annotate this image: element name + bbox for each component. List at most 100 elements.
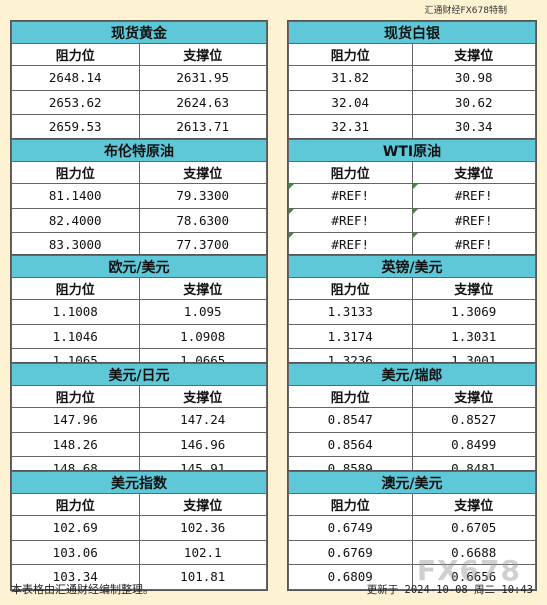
support-value: 0.8499 [411, 431, 536, 457]
support-value: 101.81 [138, 564, 267, 590]
levels-table: 现货白银 阻力位 支撑位 31.82 30.98 32.04 30.62 32.31 30.34 [288, 21, 536, 140]
resistance-value: 32.04 [288, 89, 413, 115]
table-row: 83.3000 77.3700 [11, 232, 267, 258]
brand-label: 汇通财经FX678特制 [424, 6, 507, 16]
table-row: 82.4000 78.6300 [11, 207, 267, 233]
table-row: 0.6809 0.6656 [288, 564, 536, 590]
resistance-value: 31.82 [288, 65, 413, 91]
table-row: 1.3133 1.3069 [288, 299, 536, 325]
resistance-header: 阻力位 [288, 161, 413, 184]
resistance-value: 103.06 [11, 539, 140, 565]
support-value: 0.6705 [411, 515, 536, 541]
levels-table: 美元/日元 阻力位 支撑位 147.96 147.24 148.26 146.96 148.6… [11, 363, 267, 482]
support-value: #REF! [411, 232, 536, 258]
panel-10: 澳元/美元 阻力位 支撑位 0.6749 0.6705 0.6769 0.6688 0.680… [287, 470, 537, 591]
resistance-value: 83.3000 [11, 232, 140, 258]
support-header: 支撑位 [411, 43, 536, 66]
resistance-value: 0.6749 [288, 515, 413, 541]
table-row: 103.06 102.1 [11, 539, 267, 565]
support-value: 147.24 [138, 407, 267, 433]
levels-table: 布伦特原油 阻力位 支撑位 81.1400 79.3300 82.4000 78.6300 8… [11, 139, 267, 258]
support-header: 支撑位 [138, 385, 267, 408]
levels-table: 美元指数 阻力位 支撑位 102.69 102.36 103.06 102.1 103.34 1… [11, 471, 267, 590]
panel-title: 现货黄金 [11, 21, 267, 44]
resistance-value: 147.96 [11, 407, 140, 433]
resistance-value: 103.34 [11, 564, 140, 590]
watermark: FX678 [416, 554, 521, 587]
support-value: 0.6656 [411, 564, 536, 590]
support-header: 支撑位 [411, 385, 536, 408]
resistance-header: 阻力位 [11, 43, 140, 66]
panel-8: 美元/瑞郎 阻力位 支撑位 0.8547 0.8527 0.8564 0.8499 0.858… [287, 362, 537, 483]
support-value: 2613.71 [138, 114, 267, 140]
levels-table: WTI原油 阻力位 支撑位 #REF! #REF! #REF! #REF! #REF! #REF… [288, 139, 536, 258]
panel-4: WTI原油 阻力位 支撑位 #REF! #REF! #REF! #REF! #REF! #REF… [287, 138, 537, 259]
panel-title: 澳元/美元 [288, 471, 536, 494]
table-row: 31.82 30.98 [288, 65, 536, 91]
resistance-header: 阻力位 [11, 493, 140, 516]
panel-title: 布伦特原油 [11, 139, 267, 162]
table-row: #REF! #REF! [288, 183, 536, 209]
panel-title: 美元指数 [11, 471, 267, 494]
support-value: #REF! [411, 183, 536, 209]
levels-table: 欧元/美元 阻力位 支撑位 1.1008 1.095 1.1046 1.0908 1.1065… [11, 255, 267, 374]
support-value: 2631.95 [138, 65, 267, 91]
support-value: 1.0908 [138, 323, 267, 349]
resistance-value: 0.8564 [288, 431, 413, 457]
support-value: 1.3031 [411, 323, 536, 349]
resistance-value: 2648.14 [11, 65, 140, 91]
table-row: 1.1008 1.095 [11, 299, 267, 325]
table-row: 102.69 102.36 [11, 515, 267, 541]
resistance-value: 1.3174 [288, 323, 413, 349]
support-header: 支撑位 [138, 493, 267, 516]
panel-6: 英镑/美元 阻力位 支撑位 1.3133 1.3069 1.3174 1.3031 1.323… [287, 254, 537, 375]
resistance-value: 82.4000 [11, 207, 140, 233]
table-row: 1.1046 1.0908 [11, 323, 267, 349]
support-header: 支撑位 [138, 161, 267, 184]
support-value: 1.3069 [411, 299, 536, 325]
resistance-header: 阻力位 [288, 277, 413, 300]
panel-title: 现货白银 [288, 21, 536, 44]
levels-table: 美元/瑞郎 阻力位 支撑位 0.8547 0.8527 0.8564 0.8499 0.858… [288, 363, 536, 482]
table-row: 0.8547 0.8527 [288, 407, 536, 433]
panel-title: 英镑/美元 [288, 255, 536, 278]
resistance-value: 1.1046 [11, 323, 140, 349]
panel-1: 现货黄金 阻力位 支撑位 2648.14 2631.95 2653.62 2624.63 26… [10, 20, 268, 141]
support-header: 支撑位 [411, 493, 536, 516]
support-value: 102.36 [138, 515, 267, 541]
resistance-value: 0.6809 [288, 564, 413, 590]
panel-title: 美元/瑞郎 [288, 363, 536, 386]
panel-3: 布伦特原油 阻力位 支撑位 81.1400 79.3300 82.4000 78.6300 8… [10, 138, 268, 259]
resistance-value: 2659.53 [11, 114, 140, 140]
resistance-value: 102.69 [11, 515, 140, 541]
panel-9: 美元指数 阻力位 支撑位 102.69 102.36 103.06 102.1 103.34 1… [10, 470, 268, 591]
resistance-value: 0.6769 [288, 539, 413, 565]
table-row: 32.04 30.62 [288, 89, 536, 115]
support-value: 30.34 [411, 114, 536, 140]
support-value: #REF! [411, 207, 536, 233]
resistance-header: 阻力位 [11, 277, 140, 300]
support-value: 30.98 [411, 65, 536, 91]
levels-table: 澳元/美元 阻力位 支撑位 0.6749 0.6705 0.6769 0.6688 0.680… [288, 471, 536, 590]
resistance-value: #REF! [288, 207, 413, 233]
panel-2: 现货白银 阻力位 支撑位 31.82 30.98 32.04 30.62 32.31 30.34 [287, 20, 537, 141]
table-row: 2653.62 2624.63 [11, 89, 267, 115]
resistance-header: 阻力位 [288, 385, 413, 408]
support-value: 77.3700 [138, 232, 267, 258]
footer-note: 本表格由汇通财经编制整理。 [11, 583, 154, 596]
table-row: 0.8564 0.8499 [288, 431, 536, 457]
levels-table: 英镑/美元 阻力位 支撑位 1.3133 1.3069 1.3174 1.3031 1.323… [288, 255, 536, 374]
table-row: 0.6769 0.6688 [288, 539, 536, 565]
table-row: 81.1400 79.3300 [11, 183, 267, 209]
table-row: 2648.14 2631.95 [11, 65, 267, 91]
table-row: #REF! #REF! [288, 207, 536, 233]
panel-7: 美元/日元 阻力位 支撑位 147.96 147.24 148.26 146.96 148.6… [10, 362, 268, 483]
table-row: 32.31 30.34 [288, 114, 536, 140]
table-row: 148.26 146.96 [11, 431, 267, 457]
support-value: 102.1 [138, 539, 267, 565]
resistance-value: #REF! [288, 183, 413, 209]
resistance-value: 1.3133 [288, 299, 413, 325]
support-value: 0.6688 [411, 539, 536, 565]
resistance-header: 阻力位 [288, 493, 413, 516]
panel-title: 美元/日元 [11, 363, 267, 386]
